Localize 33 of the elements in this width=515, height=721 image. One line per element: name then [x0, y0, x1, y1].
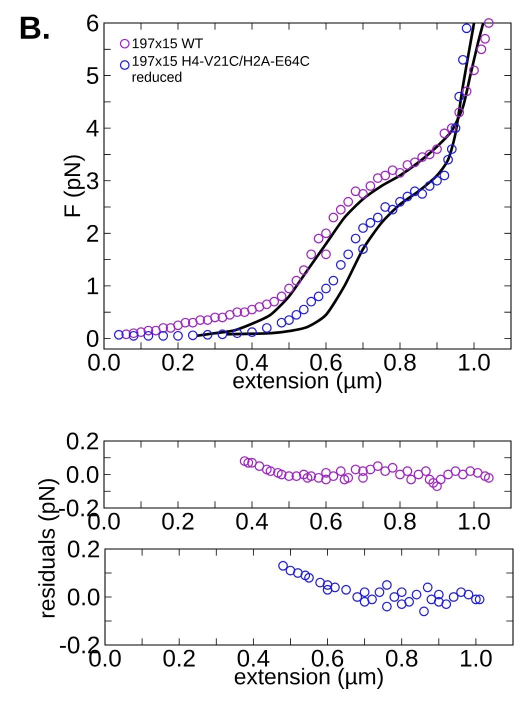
text: B.	[20, 16, 49, 39]
x-tick-label: 0.4	[236, 354, 268, 371]
x-axis-title: extension (µm)	[233, 372, 382, 393]
y-tick-label: 5	[86, 67, 98, 84]
x-tick-label: 0.8	[384, 512, 416, 530]
x-tick-label: 0.8	[386, 650, 418, 667]
x-tick-label: 1.0	[461, 650, 492, 667]
y-tick-label: 3	[86, 172, 98, 190]
x-axis-title: extension (µm)	[234, 668, 383, 689]
legend-label: 197x15 WT	[132, 38, 203, 48]
y-tick-label: 0.2	[66, 432, 98, 450]
y-tick-label: 6	[87, 14, 98, 32]
y-tick-label: 4	[86, 120, 99, 136]
y-tick-label: 0.2	[68, 540, 100, 558]
x-tick-label: 0.2	[163, 650, 195, 667]
y-tick-label: 0.0	[68, 588, 100, 606]
x-tick-label: 0.2	[162, 354, 194, 371]
x-tick-label: 1.0	[459, 512, 490, 530]
x-tick-label: 0.4	[236, 512, 268, 530]
y-tick-label: 0	[86, 330, 98, 347]
x-tick-label: 0.6	[310, 512, 342, 530]
y-axis-title: residuals (pN)	[38, 479, 60, 618]
y-axis-title: F (pN)	[64, 155, 85, 216]
y-tick-label: 2	[87, 224, 98, 242]
x-tick-label: 0.2	[162, 512, 194, 530]
x-tick-label: 0.6	[312, 650, 344, 667]
x-tick-label: 1.0	[459, 354, 490, 371]
x-tick-label: 0.6	[310, 354, 342, 371]
x-tick-label: 0.8	[384, 354, 416, 371]
y-tick-label: 0.0	[66, 466, 98, 483]
x-tick-label: 0.4	[238, 650, 270, 667]
y-tick-label: 1	[88, 278, 98, 294]
legend-label: 197x15 H4-V21C/H2A-E64C reduced	[132, 56, 310, 82]
